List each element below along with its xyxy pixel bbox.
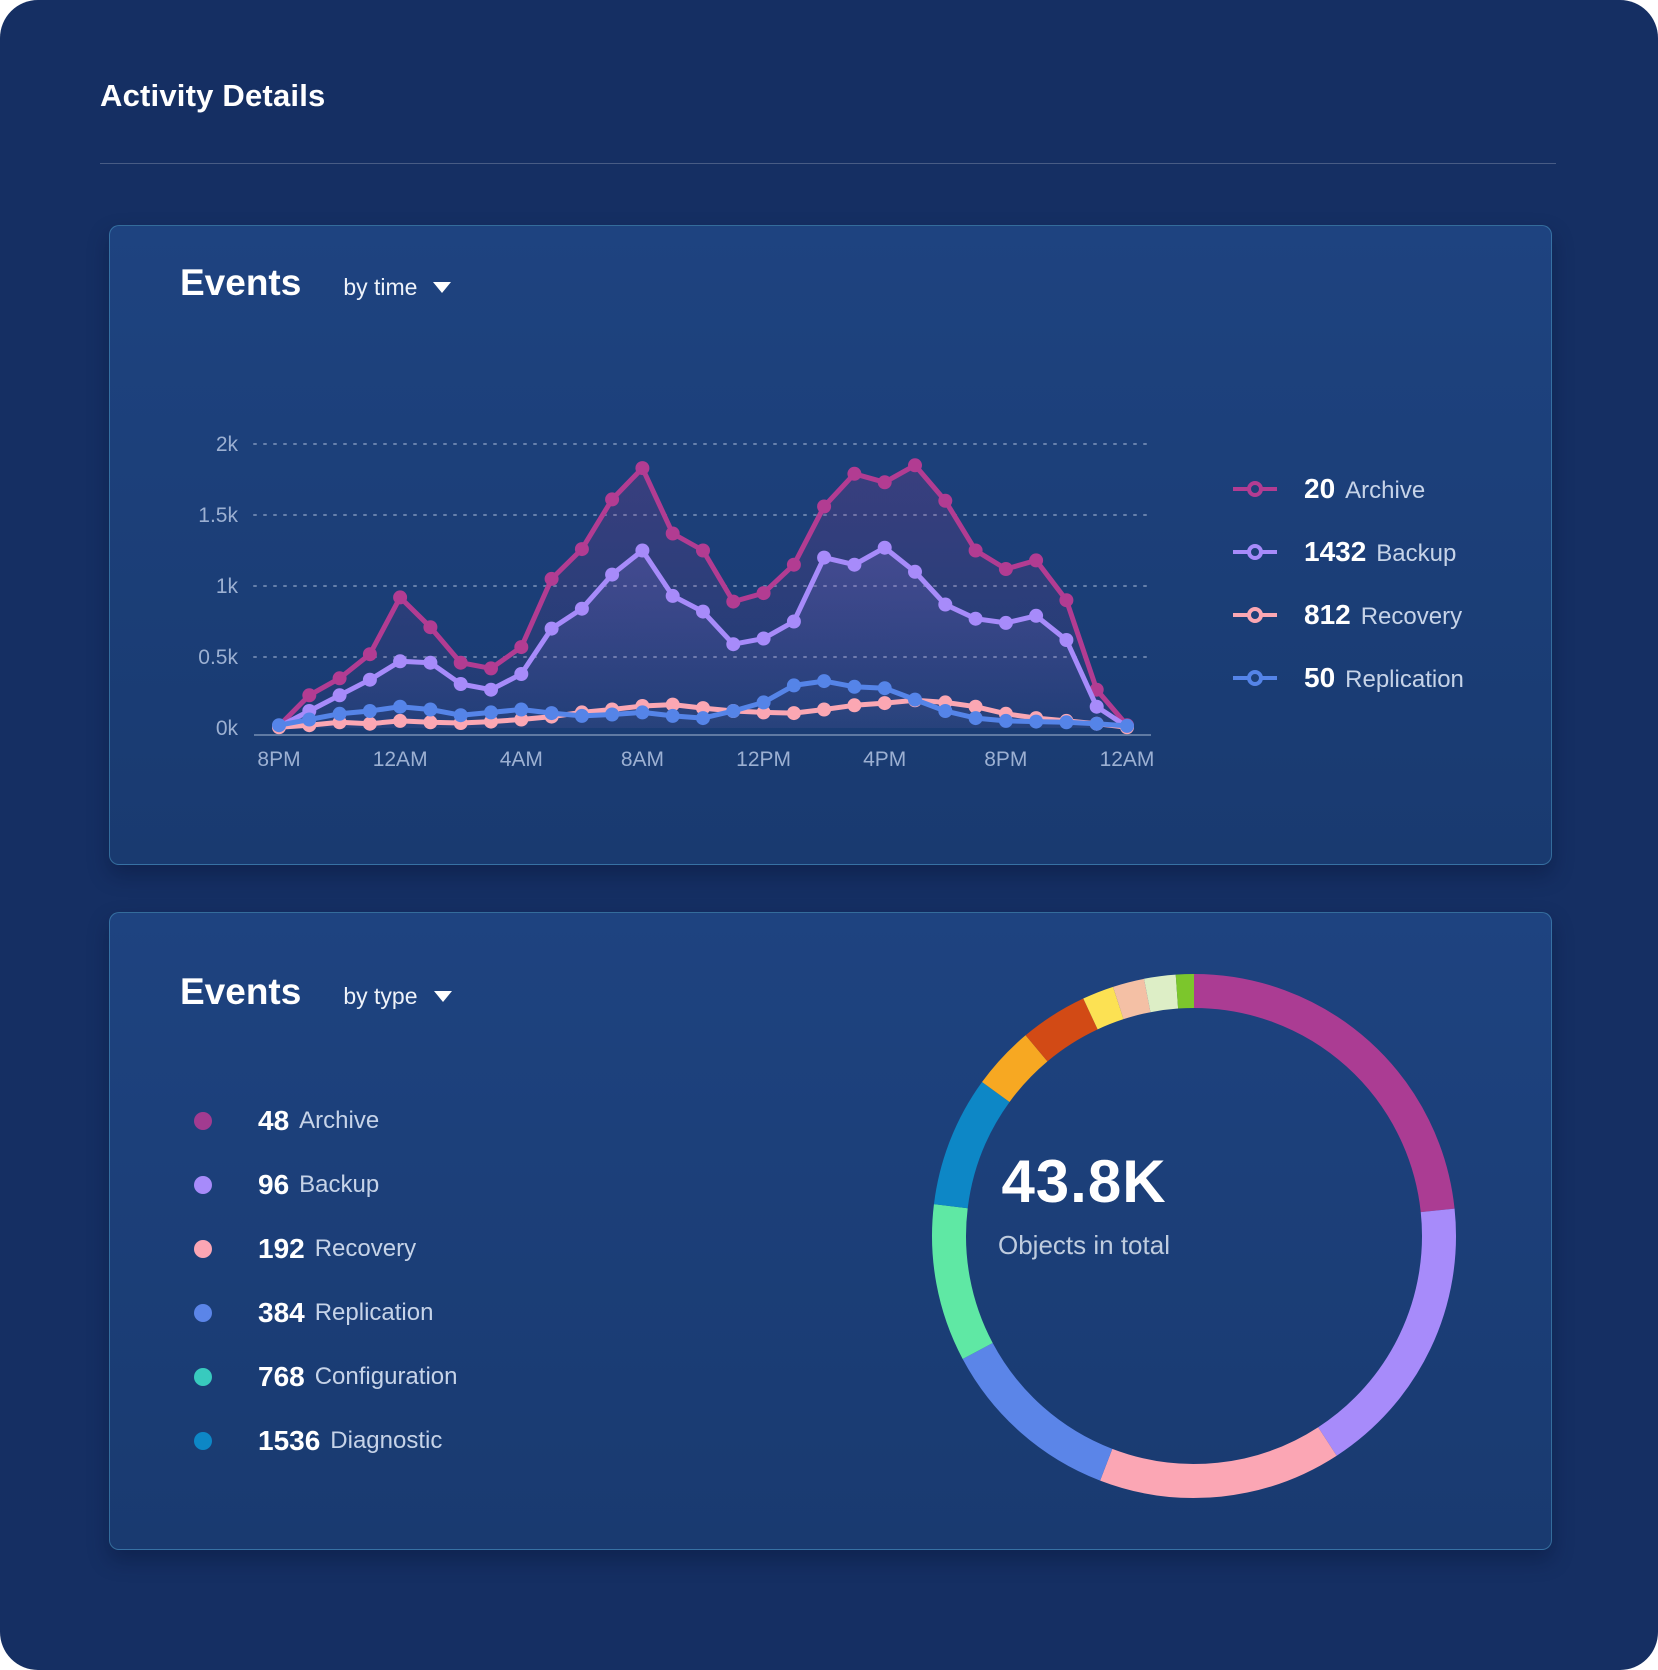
legend-dot-icon [194,1176,212,1194]
legend-item-archive: 48 Archive [194,1089,457,1153]
svg-text:2k: 2k [216,433,239,456]
legend-item-replication: 384 Replication [194,1281,457,1345]
events-by-time-dropdown[interactable]: by time [343,274,452,301]
legend-line-marker-icon [1233,607,1277,623]
panel-events-by-time: Events by time 2k 1.5k 1k 0.5k 0k 8PM 12AM 4AM 8… [109,225,1552,865]
svg-text:4PM: 4PM [863,748,906,771]
legend-label: Recovery [1360,603,1463,630]
legend-dot-icon [194,1368,212,1386]
legend-dot-icon [194,1304,212,1322]
svg-text:1.5k: 1.5k [198,504,238,527]
svg-text:4AM: 4AM [500,748,543,771]
chevron-down-icon [433,991,452,1002]
legend-item-configuration: 768 Configuration [194,1345,457,1409]
events-by-type-donut-chart [932,974,1456,1498]
legend-item-replication: 50 Replication [1232,658,1464,698]
legend-dot-icon [194,1112,212,1130]
legend-line-marker-icon [1233,670,1277,686]
legend-label: Diagnostic [330,1427,443,1454]
legend-value: 812 [1304,599,1351,630]
legend-value: 20 [1304,473,1336,504]
legend-label: Recovery [314,1235,417,1262]
legend-item-recovery: 812 Recovery [1232,595,1464,635]
legend-value: 768 [258,1361,305,1392]
events-by-type-legend: 48 Archive 96 Backup 192 Recovery 384 Re… [194,1089,457,1473]
legend-line-marker-icon [1233,481,1277,497]
header-divider [100,163,1556,164]
legend-item-diagnostic: 1536 Diagnostic [194,1409,457,1473]
legend-label: Backup [1376,540,1457,567]
legend-value: 1536 [258,1425,321,1456]
svg-text:12AM: 12AM [1100,748,1155,771]
legend-label: Backup [299,1171,380,1198]
svg-text:12AM: 12AM [373,748,428,771]
svg-text:0.5k: 0.5k [198,646,238,669]
svg-text:12PM: 12PM [736,748,791,771]
chevron-down-icon [433,282,452,293]
panel-title-events-by-time: Events [180,262,302,303]
events-by-time-legend: 20 Archive 1432 Backup 812 Recovery 50 Repli… [1232,469,1464,698]
events-by-type-dropdown[interactable]: by type [343,983,452,1010]
legend-dot-icon [194,1432,212,1450]
svg-text:8PM: 8PM [984,748,1027,771]
legend-dot-icon [194,1240,212,1258]
legend-item-archive: 20 Archive [1232,469,1464,509]
legend-item-recovery: 192 Recovery [194,1217,457,1281]
legend-value: 96 [258,1169,290,1200]
panel-events-by-type: Events by type 48 Archive 96 Backup 192 … [109,912,1552,1550]
dropdown-label-by-time: by time [343,274,418,300]
svg-text:8PM: 8PM [257,748,300,771]
legend-value: 48 [258,1105,290,1136]
legend-value: 1432 [1304,536,1367,567]
legend-label: Replication [1345,666,1464,693]
legend-value: 50 [1304,662,1336,693]
legend-item-backup: 96 Backup [194,1153,457,1217]
dropdown-label-by-type: by type [343,983,418,1009]
legend-value: 192 [258,1233,305,1264]
legend-value: 384 [258,1297,305,1328]
legend-label: Archive [299,1107,380,1134]
svg-text:8AM: 8AM [621,748,664,771]
legend-label: Archive [1345,477,1426,504]
legend-item-backup: 1432 Backup [1232,532,1464,572]
page-title: Activity Details [100,78,326,113]
events-by-time-chart: 2k 1.5k 1k 0.5k 0k 8PM 12AM 4AM 8AM 12PM 4PM 8PM 12A… [198,433,1155,771]
legend-label: Configuration [314,1363,458,1390]
svg-text:1k: 1k [216,575,239,598]
legend-label: Replication [314,1299,434,1326]
panel-title-events-by-type: Events [180,971,302,1012]
legend-line-marker-icon [1233,544,1277,560]
svg-text:0k: 0k [216,717,239,740]
